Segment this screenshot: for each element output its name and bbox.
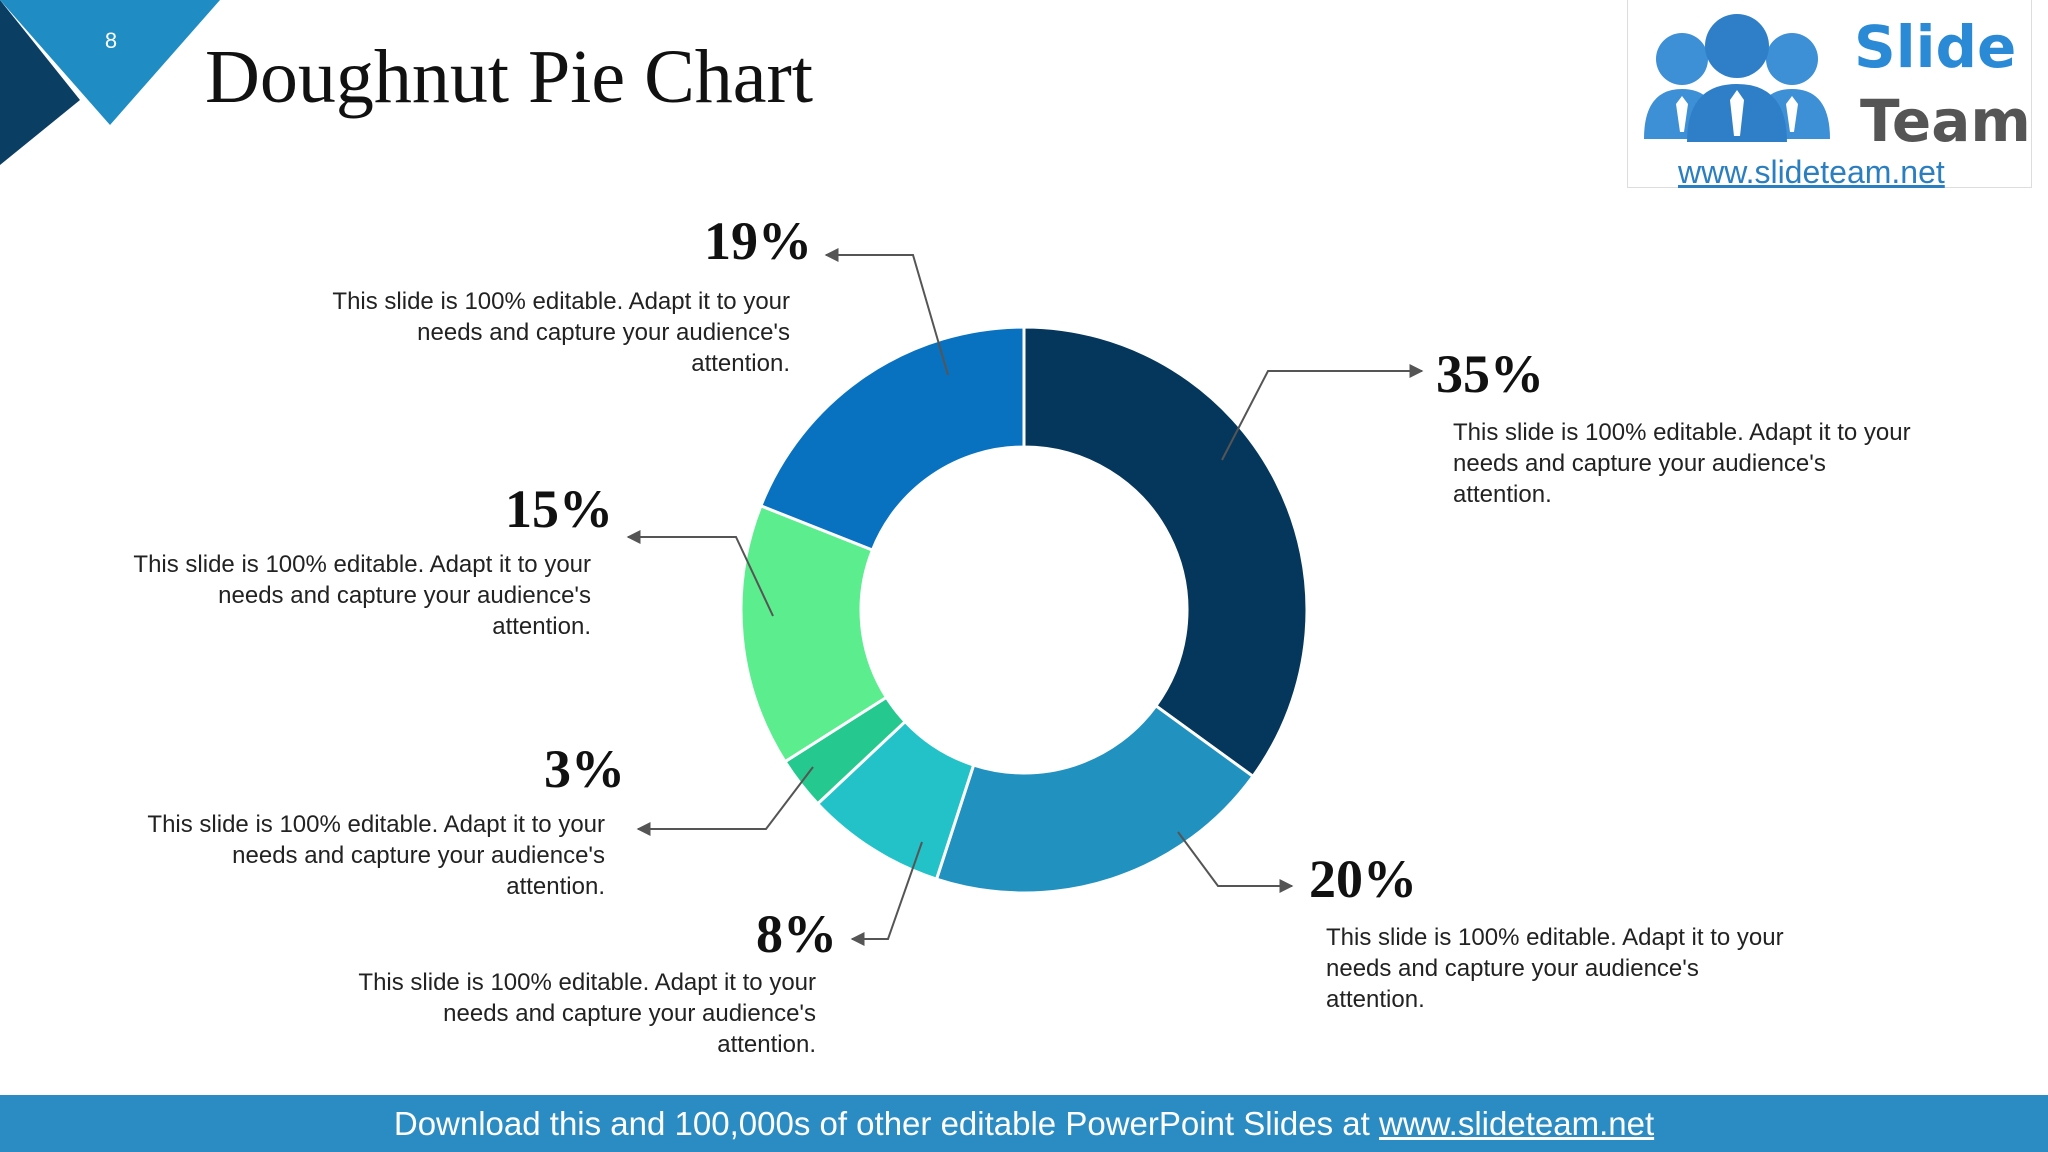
leader-line-35 <box>1221 364 1424 461</box>
leader-line-19 <box>824 248 949 376</box>
corner-decoration <box>0 0 220 165</box>
logo-word-slide: Slide <box>1854 13 2017 81</box>
slide-number: 8 <box>104 28 118 53</box>
pct-label-15: 15% <box>505 479 613 539</box>
leader-line-3 <box>636 766 814 836</box>
pct-label-35: 35% <box>1436 344 1544 404</box>
desc-35: This slide is 100% editable. Adapt it to… <box>1453 419 1911 508</box>
footer-text: Download this and 100,000s of other edit… <box>393 1105 1379 1142</box>
people-icon <box>1644 14 1830 142</box>
footer-banner: Download this and 100,000s of other edit… <box>0 1095 2048 1152</box>
pct-label-19: 19% <box>704 211 812 271</box>
desc-19: This slide is 100% editable. Adapt it to… <box>332 288 790 377</box>
desc-15: This slide is 100% editable. Adapt it to… <box>133 551 591 640</box>
slice-19 <box>758 325 1026 552</box>
leader-line-15 <box>626 530 774 617</box>
desc-20: This slide is 100% editable. Adapt it to… <box>1326 924 1784 1013</box>
slice-35 <box>1022 325 1309 779</box>
slice-20 <box>934 703 1256 895</box>
logo-url-link[interactable]: www.slideteam.net <box>1678 154 1945 190</box>
slideteam-logo[interactable]: Slide Team www.slideteam.net <box>1627 0 2032 190</box>
desc-3: This slide is 100% editable. Adapt it to… <box>147 811 605 900</box>
leader-line-20 <box>1177 831 1294 893</box>
pct-label-20: 20% <box>1309 849 1417 909</box>
leader-line-8 <box>850 841 923 946</box>
slice-15 <box>739 503 889 764</box>
footer-link[interactable]: www.slideteam.net <box>1379 1105 1655 1142</box>
logo-word-team: Team <box>1860 87 2031 155</box>
desc-8: This slide is 100% editable. Adapt it to… <box>358 969 816 1058</box>
doughnut-chart <box>626 248 1424 946</box>
pct-label-8: 8% <box>756 904 837 964</box>
pct-label-3: 3% <box>544 739 625 799</box>
page-title: Doughnut Pie Chart <box>205 35 813 119</box>
